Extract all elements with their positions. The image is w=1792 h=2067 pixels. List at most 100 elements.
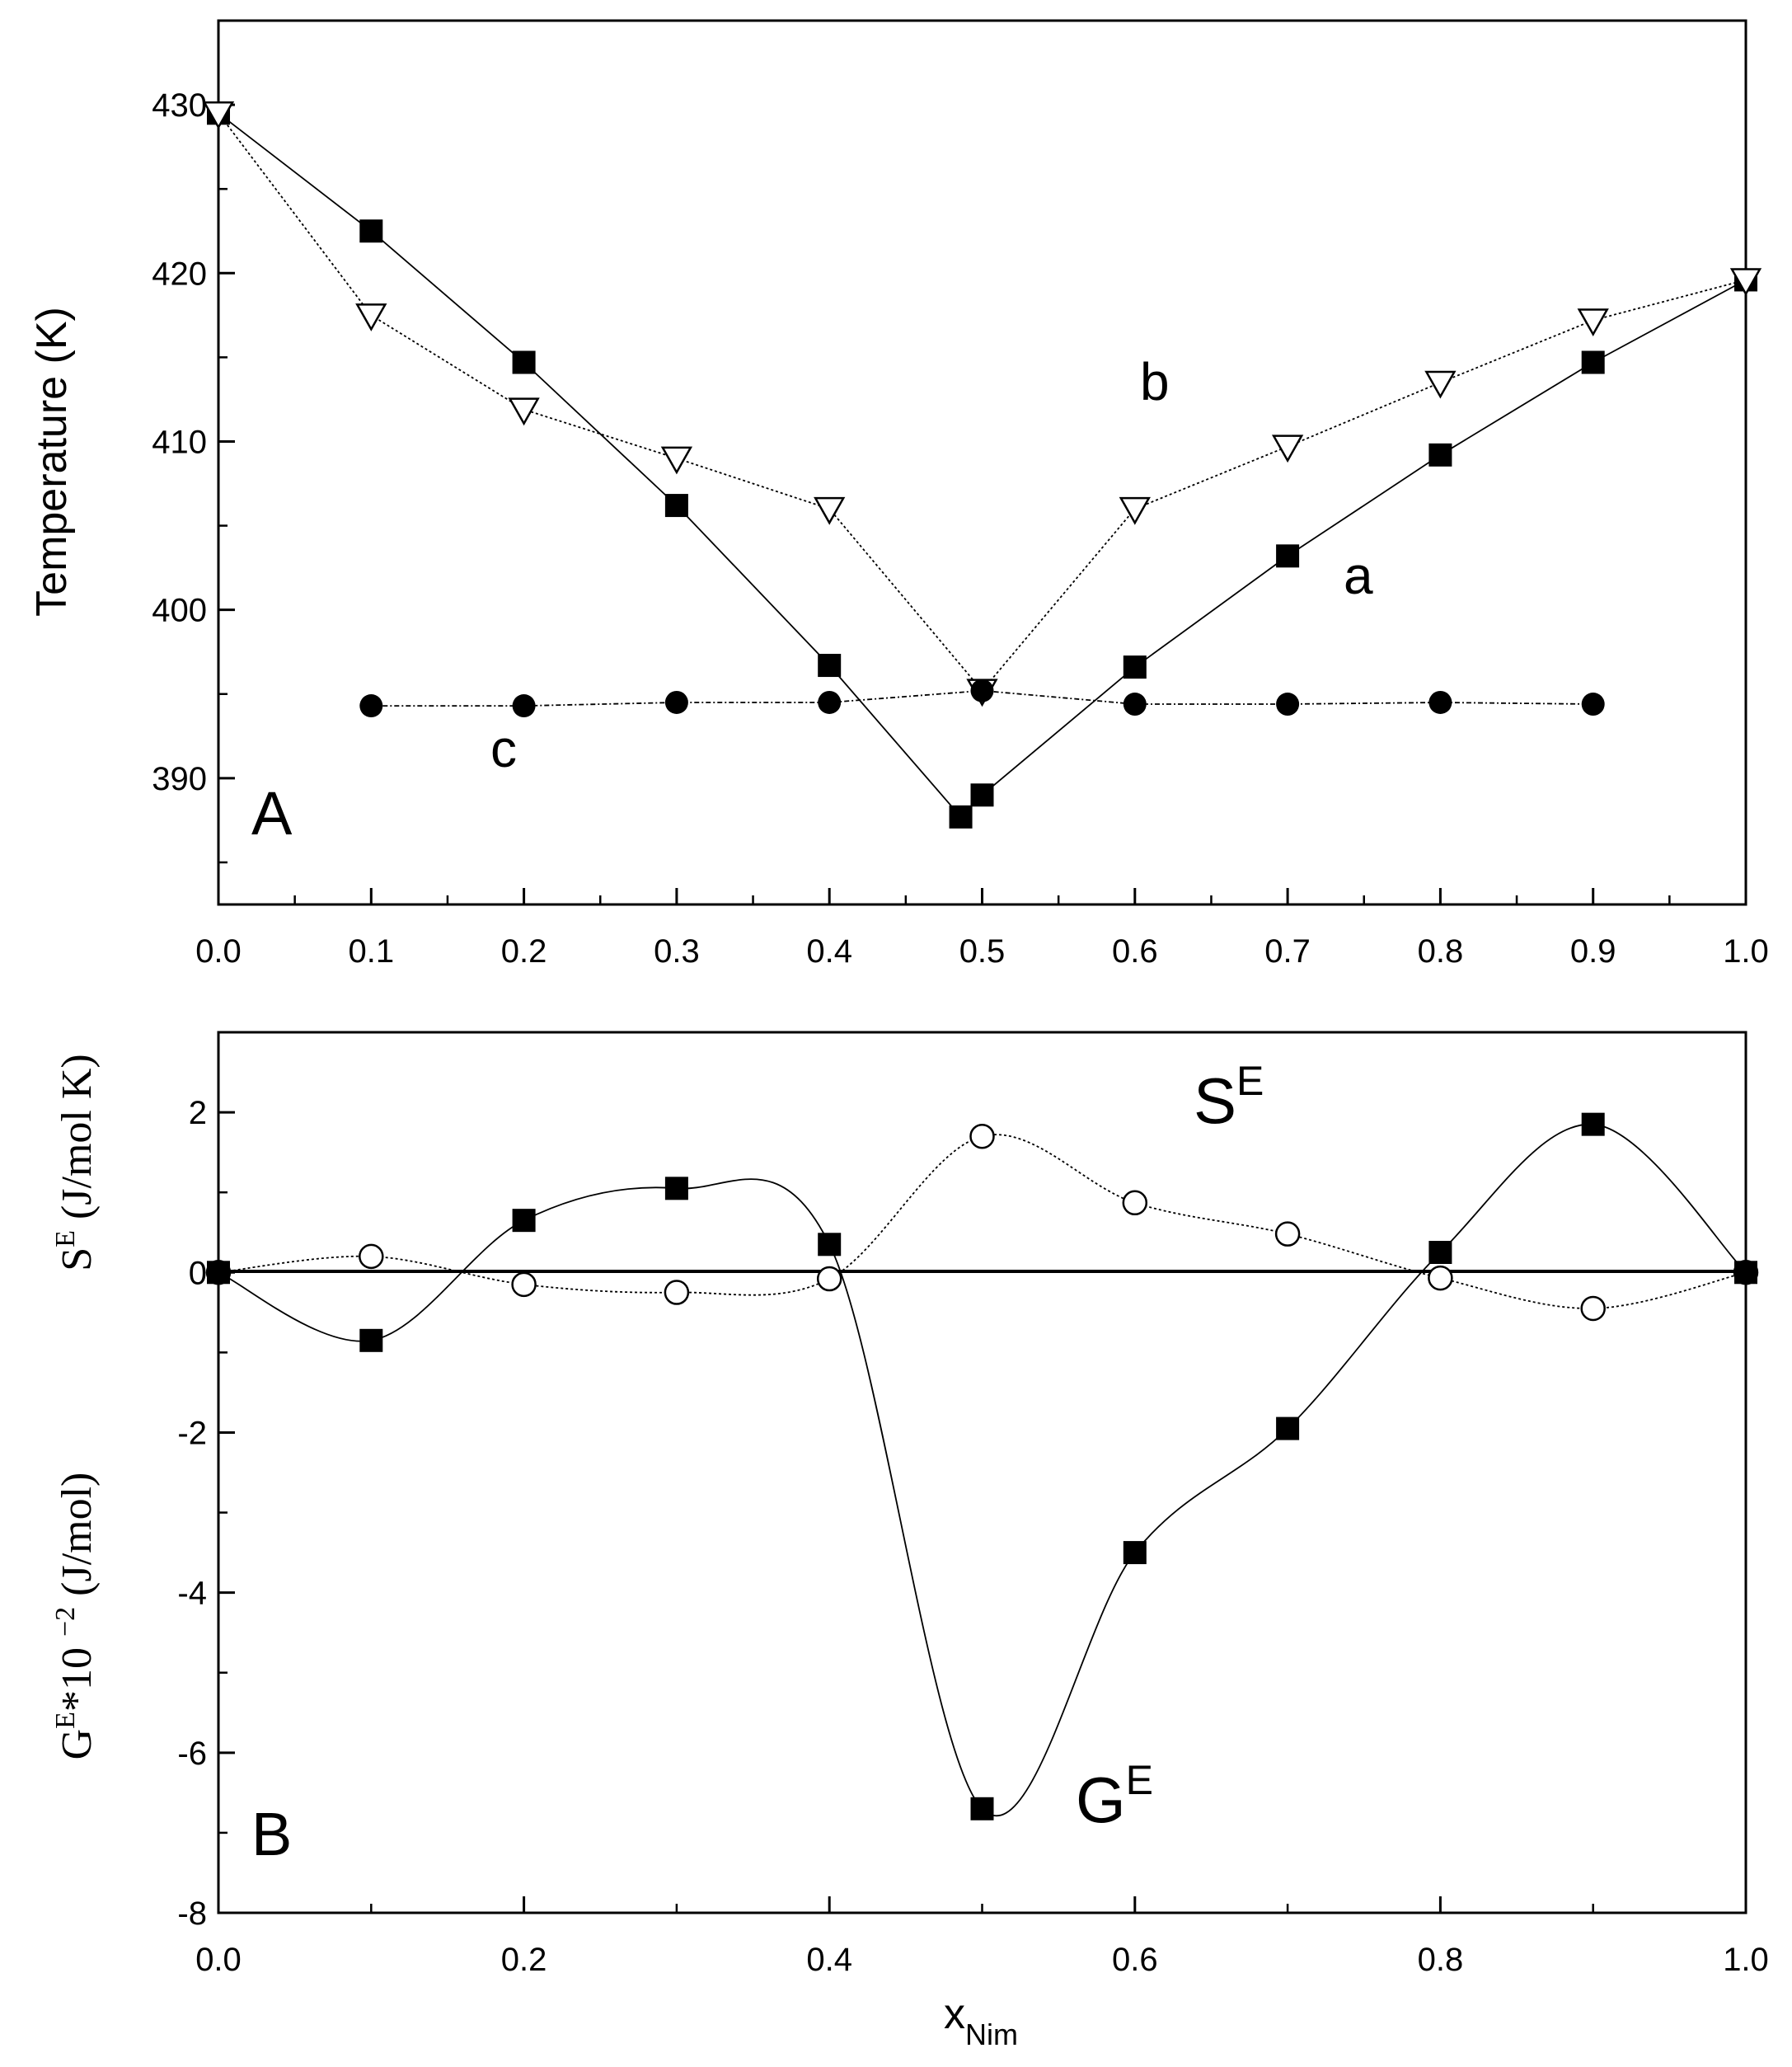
series-c-point <box>818 690 842 714</box>
series-a-point <box>1276 544 1300 568</box>
y-tick-label: -8 <box>177 1896 207 1932</box>
x-tick-label: 0.5 <box>959 933 1006 970</box>
se-series-point <box>1122 1190 1148 1216</box>
ge-series-point <box>1581 1112 1605 1136</box>
series-a-point <box>949 805 973 829</box>
x-tick-label: 1.0 <box>1723 933 1769 970</box>
y-tick-label: 390 <box>152 761 207 797</box>
ylabel-lower-rest: (J/mol) <box>54 1473 101 1607</box>
ge-series-point <box>664 1177 688 1200</box>
ge-label-main: G <box>1076 1764 1126 1836</box>
panel-b-y-axis-title-lower: GE*10 −2 (J/mol) <box>50 1473 101 1760</box>
x-tick-label: 1.0 <box>1723 1942 1769 1978</box>
x-tick-label: 0.8 <box>1418 933 1464 970</box>
x-tick-label: 0.6 <box>1112 933 1158 970</box>
series-b-point <box>508 397 540 426</box>
ge-series-point <box>1276 1416 1300 1440</box>
series-a-label: a <box>1344 546 1373 605</box>
x-tick-label: 0.1 <box>348 933 394 970</box>
se-series-point <box>1428 1265 1453 1291</box>
series-c-point <box>512 694 536 718</box>
series-b-point <box>814 496 846 525</box>
se-series-line <box>218 1134 1747 1309</box>
panel-b-x-axis-title: xNim <box>944 1990 1018 2051</box>
series-c-point <box>1428 690 1452 714</box>
series-c-point <box>1581 693 1605 716</box>
series-c-point <box>1276 693 1300 716</box>
y-tick-label: 2 <box>189 1095 207 1131</box>
y-tick-label: 430 <box>152 87 207 124</box>
panel-a: 0.0 0.1 0.2 0.3 0.4 0.5 0.6 0.7 0.8 0.9 1.0 390 400 4… <box>28 19 1769 970</box>
x-tick-label: 0.2 <box>501 1942 547 1978</box>
ylabel-upper-rest: (J/mol K) <box>54 1054 101 1230</box>
y-tick-label: 0 <box>189 1255 207 1291</box>
panel-b-frame <box>217 1031 1747 1914</box>
y-tick-label: 420 <box>152 256 207 292</box>
y-tick-label: -6 <box>177 1736 207 1772</box>
series-b-point <box>1271 435 1304 463</box>
x-tick-label: 0.0 <box>195 1942 242 1978</box>
ge-series-point <box>1428 1241 1452 1264</box>
series-a-point <box>1428 443 1452 467</box>
ge-series-point <box>970 1797 994 1820</box>
series-b-point <box>1424 370 1457 399</box>
series-b-point <box>1577 308 1609 336</box>
panel-b-label: B <box>251 1800 292 1868</box>
series-b-point <box>1119 496 1151 525</box>
series-a-point <box>970 783 994 807</box>
x-tick-label: 0.9 <box>1570 933 1616 970</box>
series-c-point <box>664 690 688 714</box>
series-a-point <box>359 219 383 243</box>
series-a-point <box>664 494 688 518</box>
y-tick-label: 400 <box>152 593 207 629</box>
y-tick-label: -2 <box>177 1415 207 1451</box>
xlabel-main: x <box>944 1990 965 2038</box>
se-series-point <box>664 1280 690 1305</box>
x-tick-label: 0.4 <box>806 1942 852 1978</box>
se-series-point <box>359 1243 384 1270</box>
panel-b-y-axis-title-upper: SE (J/mol K) <box>50 1054 101 1271</box>
series-c-point <box>1123 693 1147 716</box>
se-label-main: S <box>1194 1064 1236 1137</box>
x-tick-label: 0.3 <box>654 933 700 970</box>
series-a-point <box>818 654 842 678</box>
series-c-label: c <box>490 719 517 778</box>
series-c-point <box>359 694 383 718</box>
se-series-point <box>511 1271 537 1298</box>
ge-label-sup: E <box>1126 1757 1153 1803</box>
series-c-line <box>371 689 1593 707</box>
se-series-label: SE <box>1194 1058 1264 1137</box>
series-a-point <box>512 350 536 374</box>
se-series-point <box>816 1266 842 1292</box>
ge-series-label: GE <box>1076 1757 1153 1836</box>
series-b-label: b <box>1140 352 1170 411</box>
x-tick-label: 0.6 <box>1112 1942 1158 1978</box>
se-series-point <box>969 1123 995 1149</box>
ge-series-point <box>207 1261 230 1285</box>
xlabel-sub: Nim <box>965 2018 1018 2051</box>
ge-series-point <box>359 1328 383 1352</box>
ge-series-point <box>818 1233 842 1257</box>
x-tick-label: 0.7 <box>1264 933 1311 970</box>
x-tick-label: 0.8 <box>1418 1942 1464 1978</box>
series-c-point <box>970 679 994 702</box>
ylabel-upper-main: S <box>54 1247 101 1271</box>
ge-series-line <box>218 1123 1747 1817</box>
ylabel-upper-sup: E <box>50 1230 81 1247</box>
ge-series-point <box>512 1209 536 1233</box>
se-label-sup: E <box>1236 1058 1264 1104</box>
series-a-point <box>1123 655 1147 679</box>
ylabel-lower-sup: E <box>50 1712 81 1729</box>
ge-series-point <box>1123 1541 1147 1565</box>
ylabel-lower-sup2: −2 <box>50 1607 81 1637</box>
series-b-line <box>218 112 1747 693</box>
panel-b: 0.0 0.2 0.4 0.6 0.8 1.0-8-6-4-202 B SE GE SE … <box>50 1031 1769 2051</box>
se-series-point <box>1274 1221 1301 1247</box>
ylabel-lower-mid: *10 <box>54 1637 101 1712</box>
y-tick-label: -4 <box>177 1576 207 1612</box>
y-tick-label: 410 <box>152 424 207 460</box>
series-b-point <box>355 303 387 331</box>
series-a-line <box>218 112 1747 819</box>
ylabel-lower-main: G <box>54 1729 101 1760</box>
